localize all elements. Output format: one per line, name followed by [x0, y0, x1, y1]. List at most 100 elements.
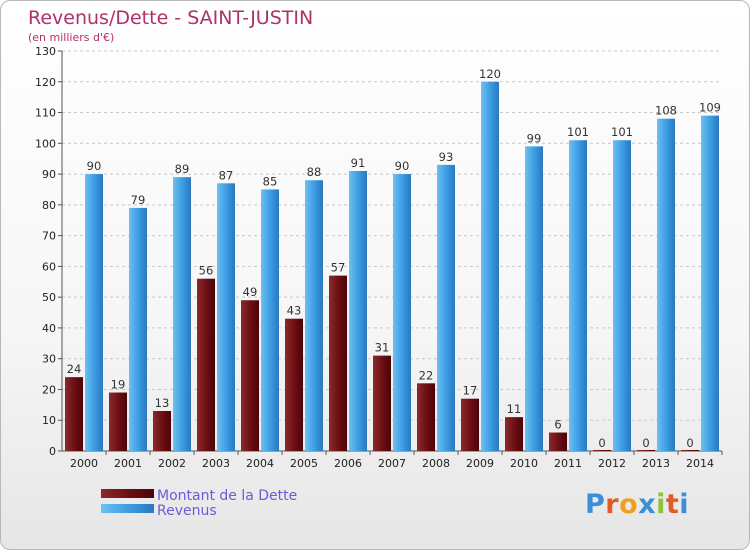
bar-revenus: [393, 174, 411, 452]
value-label-debt: 43: [287, 304, 302, 318]
x-tick-label: 2001: [114, 457, 142, 470]
chart-title: Revenus/Dette - SAINT-JUSTIN: [28, 7, 314, 29]
value-label-debt: 17: [463, 384, 478, 398]
value-label-revenus: 90: [87, 159, 102, 173]
value-label-debt: 11: [507, 402, 522, 416]
y-tick-label: 10: [42, 414, 56, 427]
x-tick-label: 2000: [70, 457, 98, 470]
y-tick-label: 100: [35, 137, 56, 150]
bar-debt: [285, 318, 303, 451]
x-tick-label: 2009: [466, 457, 494, 470]
y-tick-label: 30: [42, 353, 56, 366]
value-label-revenus: 91: [351, 156, 366, 170]
logo-letter: r: [605, 489, 620, 520]
value-label-debt: 19: [111, 378, 126, 392]
y-tick-label: 110: [35, 107, 56, 120]
bar-revenus: [481, 81, 499, 452]
y-tick-label: 60: [42, 260, 56, 273]
value-label-debt: 6: [554, 418, 561, 432]
logo-letter: x: [638, 489, 657, 520]
bar-debt: [153, 411, 171, 451]
bar-revenus: [437, 164, 455, 451]
logo-letter: i: [656, 489, 666, 520]
y-tick-label: 40: [42, 322, 56, 335]
value-label-revenus: 108: [655, 104, 677, 118]
legend-label-debt: Montant de la Dette: [157, 488, 297, 504]
proxiti-logo: Proxiti: [585, 489, 689, 520]
value-label-revenus: 88: [307, 165, 322, 179]
value-label-debt: 0: [642, 436, 649, 450]
value-label-revenus: 93: [439, 150, 454, 164]
bar-debt: [593, 450, 611, 451]
bar-debt: [549, 432, 567, 451]
bar-revenus: [217, 183, 235, 452]
bar-debt: [681, 450, 699, 451]
bar-revenus: [129, 207, 147, 451]
value-label-debt: 0: [598, 436, 605, 450]
x-tick-label: 2007: [378, 457, 406, 470]
value-label-debt: 24: [67, 362, 82, 376]
y-tick-label: 70: [42, 230, 56, 243]
x-tick-label: 2014: [686, 457, 714, 470]
value-label-debt: 0: [686, 436, 693, 450]
value-label-revenus: 85: [263, 174, 278, 188]
value-label-revenus: 120: [479, 67, 501, 81]
y-tick-label: 80: [42, 199, 56, 212]
x-tick-label: 2003: [202, 457, 230, 470]
y-tick-label: 90: [42, 168, 56, 181]
logo-letter: i: [679, 489, 690, 520]
bar-revenus: [569, 140, 587, 451]
x-tick-label: 2011: [554, 457, 582, 470]
value-label-revenus: 79: [131, 193, 146, 207]
x-tick-label: 2002: [158, 457, 186, 470]
value-label-revenus: 109: [699, 101, 721, 115]
bar-revenus: [657, 118, 675, 451]
bar-debt: [461, 398, 479, 451]
y-tick-label: 20: [42, 383, 56, 396]
y-tick-label: 50: [42, 291, 56, 304]
bar-revenus: [85, 174, 103, 452]
bar-debt: [329, 275, 347, 451]
value-label-revenus: 87: [219, 168, 234, 182]
x-tick-label: 2012: [598, 457, 626, 470]
bar-debt: [417, 383, 435, 451]
bar-debt: [373, 355, 391, 451]
bar-revenus: [261, 189, 279, 451]
legend-swatch-debt: [101, 489, 154, 498]
logo-letter: o: [619, 489, 639, 520]
legend: Montant de la Dette Revenus: [101, 488, 297, 519]
bar-revenus: [701, 115, 719, 451]
bar-revenus: [525, 146, 543, 451]
logo-letter: P: [585, 489, 606, 520]
x-tick-label: 2005: [290, 457, 318, 470]
value-label-debt: 13: [155, 396, 170, 410]
chart-subtitle: (en milliers d'€): [28, 31, 115, 44]
logo-letter: t: [665, 489, 680, 520]
legend-swatch-revenus: [101, 504, 154, 513]
bar-revenus: [613, 140, 631, 451]
x-tick-label: 2008: [422, 457, 450, 470]
y-tick-label: 120: [35, 76, 56, 89]
bar-revenus: [349, 171, 367, 451]
x-tick-label: 2004: [246, 457, 274, 470]
x-tick-label: 2010: [510, 457, 538, 470]
bar-debt: [109, 392, 127, 451]
value-label-debt: 56: [199, 264, 214, 278]
value-label-debt: 49: [243, 285, 258, 299]
y-tick-label: 130: [35, 45, 56, 58]
value-label-revenus: 90: [395, 159, 410, 173]
value-label-debt: 57: [331, 261, 346, 275]
value-label-revenus: 89: [175, 162, 190, 176]
x-tick-label: 2006: [334, 457, 362, 470]
value-label-debt: 31: [375, 341, 390, 355]
bar-debt: [65, 377, 83, 451]
value-label-revenus: 101: [567, 125, 589, 139]
value-label-revenus: 101: [611, 125, 633, 139]
bar-debt: [505, 417, 523, 451]
x-tick-label: 2013: [642, 457, 670, 470]
y-tick-label: 0: [49, 445, 56, 458]
value-label-debt: 22: [419, 368, 434, 382]
legend-label-revenus: Revenus: [157, 503, 217, 519]
